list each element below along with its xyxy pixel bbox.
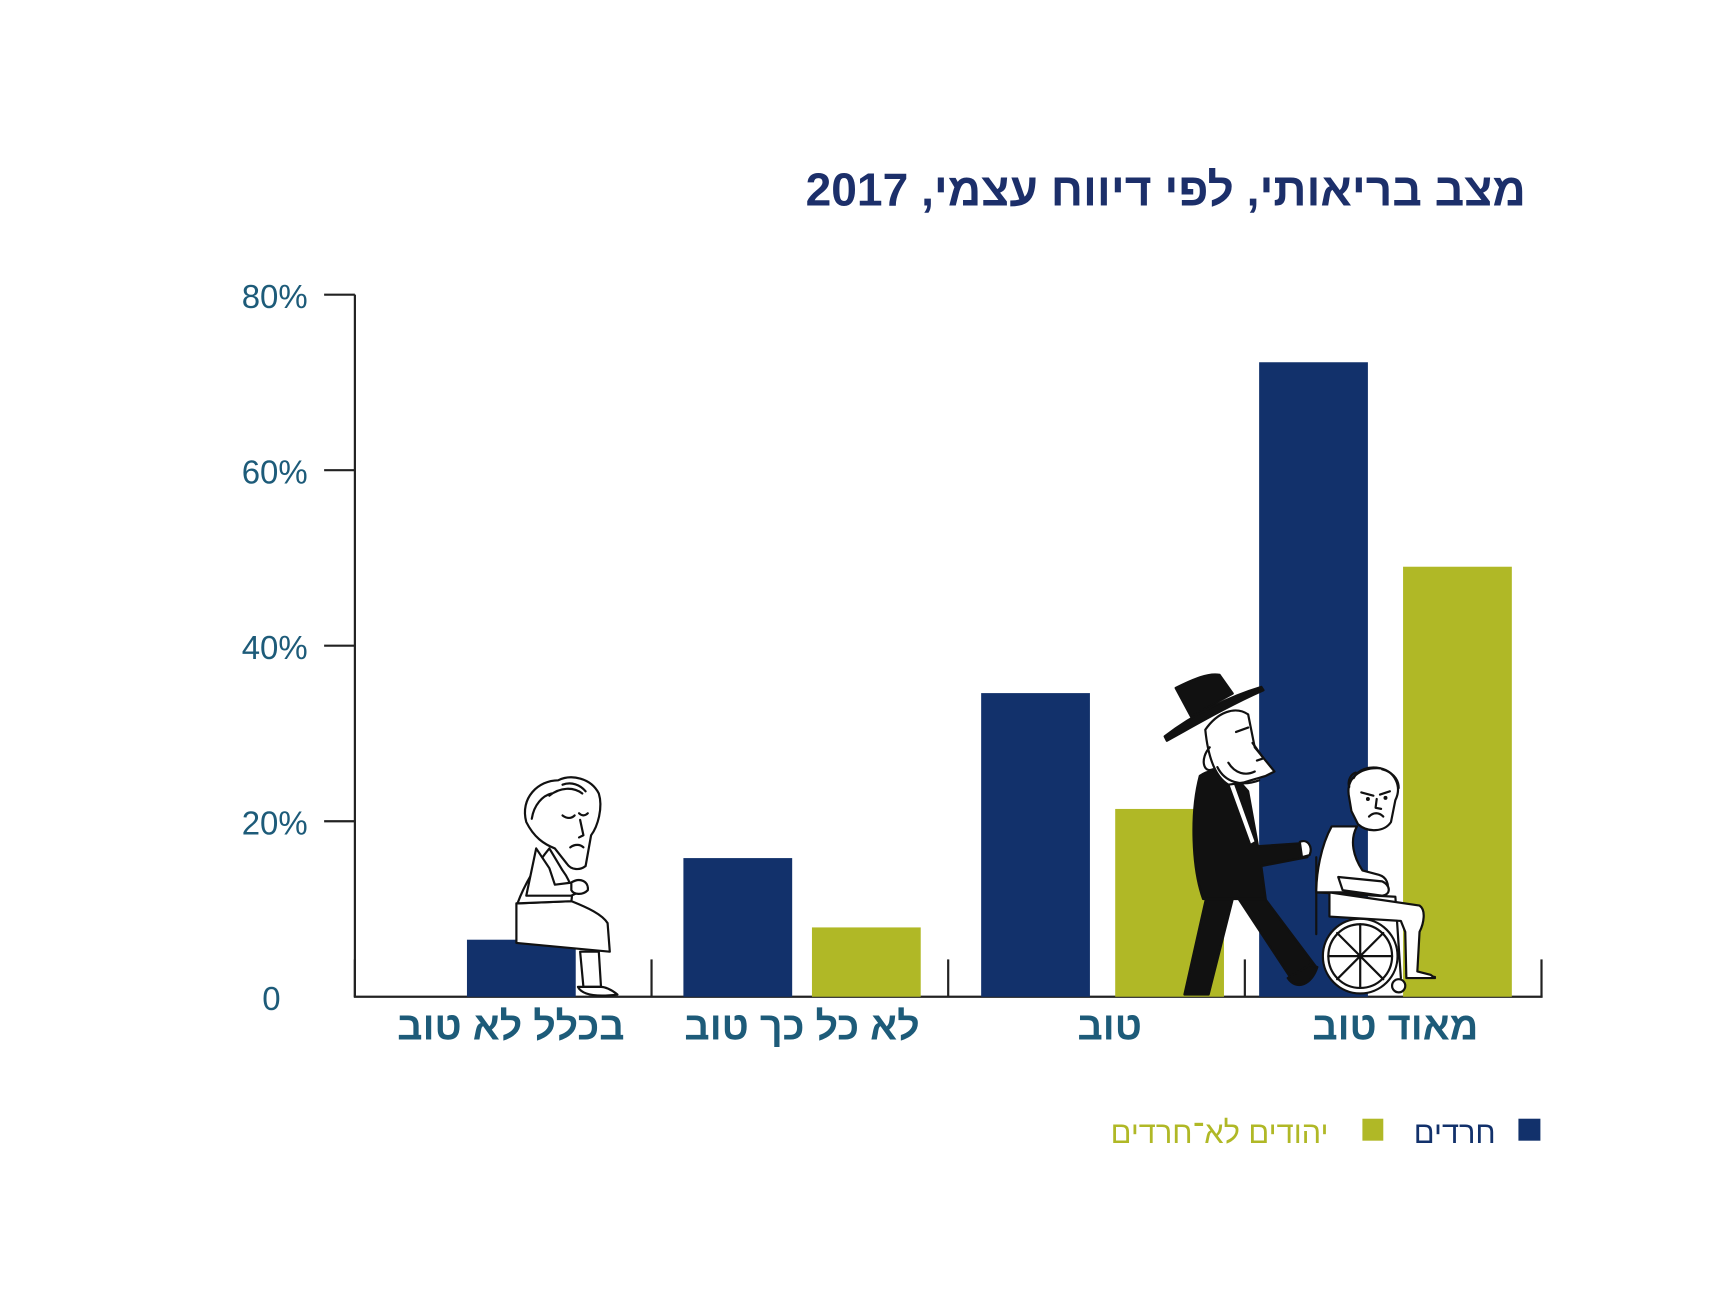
man-hat-crown	[1174, 673, 1234, 718]
x-category-labels: בכלל לא טוב לא כל כך טוב טוב מאוד טוב	[397, 1005, 1478, 1049]
patient-head	[1347, 767, 1400, 832]
y-tick-label: 40%	[242, 629, 308, 666]
man-features	[1216, 726, 1265, 785]
patient-torso	[1315, 825, 1389, 894]
y-tick-label: 80%	[242, 278, 308, 315]
patient-arm	[1337, 875, 1390, 897]
wheelchair-man-illustration	[1315, 766, 1437, 995]
patient-eye	[1365, 797, 1370, 801]
wheelchair-spokes	[1327, 923, 1394, 990]
bar-non-haredi-jews-1	[811, 927, 921, 997]
y-tick-label: 20%	[242, 804, 308, 841]
chart-title: מצב בריאותי, לפי דיווח עצמי, 2017	[806, 164, 1526, 216]
x-category-label: לא כל כך טוב	[684, 1005, 919, 1049]
legend-label-haredim: חרדים	[1414, 1115, 1496, 1150]
bar-haredim-0	[466, 939, 576, 997]
x-category-label: בכלל לא טוב	[397, 1005, 624, 1049]
y-tick-label: 0	[262, 980, 280, 1017]
bar-haredim-2	[981, 693, 1090, 997]
woman-face	[561, 812, 589, 849]
legend-swatch-haredim	[1518, 1118, 1541, 1141]
man-hat-brim	[1163, 685, 1265, 742]
wheelchair-small-wheel	[1390, 978, 1407, 994]
legend: חרדים יהודים לא־חרדים	[1111, 1115, 1541, 1150]
woman-hair	[530, 782, 587, 820]
legend-label-non-haredi-jews: יהודים לא־חרדים	[1111, 1115, 1329, 1150]
elderly-woman-illustration	[515, 776, 619, 997]
y-tick-label: 60%	[242, 453, 308, 490]
legend-swatch-non-haredi-jews	[1362, 1118, 1384, 1141]
y-ticks: 0 20% 40% 60% 80%	[242, 278, 355, 1017]
bar-haredim-1	[683, 858, 793, 997]
group-separators	[353, 959, 1543, 997]
x-category-label: טוב	[1077, 1005, 1141, 1049]
woman-thigh	[515, 900, 611, 953]
patient-eye	[1383, 795, 1388, 800]
woman-foot	[576, 985, 619, 997]
patient-leg	[1328, 891, 1437, 980]
woman-hand	[570, 879, 589, 895]
man-shoe	[1286, 963, 1319, 987]
woman-shin	[579, 950, 603, 988]
patient-hair	[1347, 766, 1400, 790]
haredi-man-illustration	[1163, 673, 1319, 996]
patient-face	[1360, 790, 1391, 818]
x-category-label: מאוד טוב	[1312, 1005, 1478, 1049]
man-hand	[1298, 839, 1312, 859]
man-sidelock	[1202, 746, 1215, 772]
wheelchair-frame	[1315, 856, 1437, 980]
man-face	[1204, 709, 1276, 786]
